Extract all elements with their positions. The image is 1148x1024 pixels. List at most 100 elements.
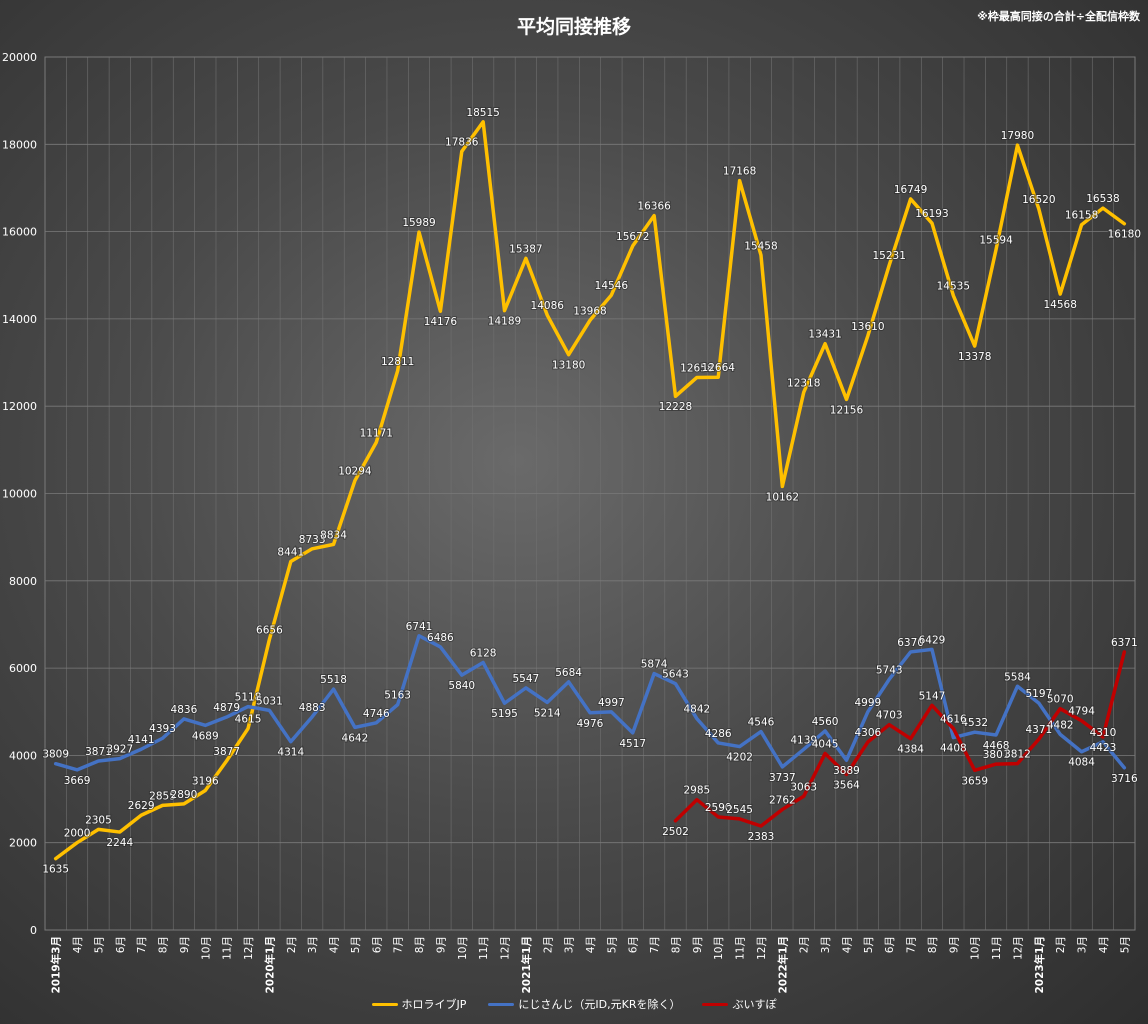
data-label: 5214 [534, 707, 561, 719]
data-label: 4141 [128, 734, 155, 746]
data-label: 4371 [1025, 724, 1052, 736]
y-tick-label: 0 [30, 924, 37, 937]
data-label: 5163 [384, 690, 411, 702]
data-label: 4794 [1068, 706, 1095, 718]
data-label: 2985 [683, 785, 710, 797]
x-tick-label: 2021年1月 [520, 936, 533, 994]
data-label: 12228 [659, 401, 692, 413]
data-label: 4408 [940, 743, 967, 755]
data-label: 4997 [598, 697, 625, 709]
x-tick-label: 8月 [670, 936, 682, 953]
x-tick-label: 8月 [158, 936, 170, 953]
data-label: 4306 [854, 727, 881, 739]
data-label: 12664 [702, 362, 736, 374]
x-tick-label: 12月 [1012, 936, 1024, 960]
data-label: 4546 [748, 717, 775, 729]
data-label: 2629 [128, 800, 155, 812]
data-label: 4517 [619, 738, 646, 750]
data-label: 15594 [979, 234, 1013, 246]
data-label: 4384 [897, 744, 924, 756]
x-tick-label: 2022年1月 [776, 936, 789, 994]
data-label: 6429 [919, 634, 946, 646]
data-label: 4616 [940, 714, 967, 726]
legend-swatch [488, 1002, 515, 1006]
data-label: 2000 [64, 828, 91, 840]
data-label: 16749 [894, 184, 927, 196]
x-tick-label: 5月 [606, 936, 618, 953]
data-label: 2855 [149, 790, 176, 802]
x-tick-label: 9月 [179, 936, 191, 953]
x-tick-label: 9月 [692, 936, 704, 953]
x-tick-label: 12月 [500, 936, 512, 960]
x-tick-label: 2月 [542, 936, 554, 953]
data-label: 4703 [876, 710, 903, 722]
data-label: 12318 [787, 377, 820, 389]
data-label: 5070 [1047, 694, 1074, 706]
data-label: 6371 [1111, 637, 1138, 649]
data-label: 6486 [427, 632, 454, 644]
x-tick-label: 12月 [243, 936, 255, 960]
data-label: 13180 [552, 360, 585, 372]
y-tick-label: 4000 [9, 749, 37, 762]
data-label: 15672 [616, 231, 649, 243]
legend-label: ぶいすぽ [732, 998, 777, 1011]
data-label: 3812 [1004, 749, 1031, 761]
data-label: 17168 [723, 166, 756, 178]
data-label: 15387 [509, 243, 542, 255]
data-label: 4393 [149, 723, 176, 735]
data-label: 5547 [513, 673, 540, 685]
data-label: 14568 [1043, 299, 1076, 311]
x-tick-label: 9月 [948, 936, 960, 953]
data-label: 6370 [897, 637, 924, 649]
chart-legend: ホロライブJP にじさんじ（元ID,元KRを除く） ぶいすぽ [0, 996, 1148, 1012]
data-label: 4615 [235, 714, 262, 726]
data-label: 10162 [766, 491, 799, 503]
data-label: 14535 [937, 281, 970, 293]
x-tick-label: 5月 [350, 936, 362, 953]
data-label: 15231 [873, 250, 906, 262]
data-label: 5643 [662, 669, 689, 681]
data-label: 18515 [466, 107, 499, 119]
x-tick-label: 2020年1月 [263, 936, 276, 994]
data-label: 5874 [641, 659, 668, 671]
data-label: 8834 [320, 529, 347, 541]
data-label: 5195 [491, 708, 518, 720]
y-tick-label: 18000 [2, 138, 37, 151]
data-label: 13378 [958, 351, 991, 363]
y-tick-label: 6000 [9, 662, 37, 675]
data-label: 16193 [915, 208, 948, 220]
data-label: 4314 [277, 747, 304, 759]
x-tick-label: 6月 [884, 936, 896, 953]
data-label: 4310 [1090, 727, 1117, 739]
data-label: 2244 [106, 837, 133, 849]
data-label: 4286 [705, 728, 732, 740]
data-label: 13610 [851, 321, 884, 333]
data-label: 3063 [790, 781, 817, 793]
x-tick-label: 5月 [863, 936, 875, 953]
series-line-1 [53, 120, 1127, 861]
data-label: 10294 [338, 466, 372, 478]
chart-note: ※枠最高同接の合計÷全配信枠数 [977, 10, 1140, 23]
x-tick-label: 6月 [628, 936, 640, 953]
data-label: 14189 [488, 316, 521, 328]
data-label: 3659 [961, 775, 988, 787]
data-label: 3871 [85, 746, 112, 758]
data-label: 4976 [577, 718, 604, 730]
data-label: 5584 [1004, 671, 1031, 683]
data-label: 13431 [808, 329, 841, 341]
chart-title: 平均同接推移 [516, 16, 631, 38]
y-tick-label: 14000 [2, 313, 37, 326]
data-label: 4139 [790, 734, 817, 746]
data-label: 5840 [448, 680, 475, 692]
legend-swatch [702, 1002, 729, 1006]
x-tick-label: 9月 [435, 936, 447, 953]
data-label: 3889 [833, 765, 860, 777]
x-tick-label: 7月 [649, 936, 661, 953]
data-label: 17980 [1001, 130, 1034, 142]
data-label: 3737 [769, 772, 796, 784]
data-label: 12658 [680, 362, 713, 374]
data-label: 5684 [555, 667, 582, 679]
x-tick-label: 8月 [927, 936, 939, 953]
x-tick-label: 4月 [841, 936, 853, 953]
x-tick-label: 3月 [820, 936, 832, 953]
